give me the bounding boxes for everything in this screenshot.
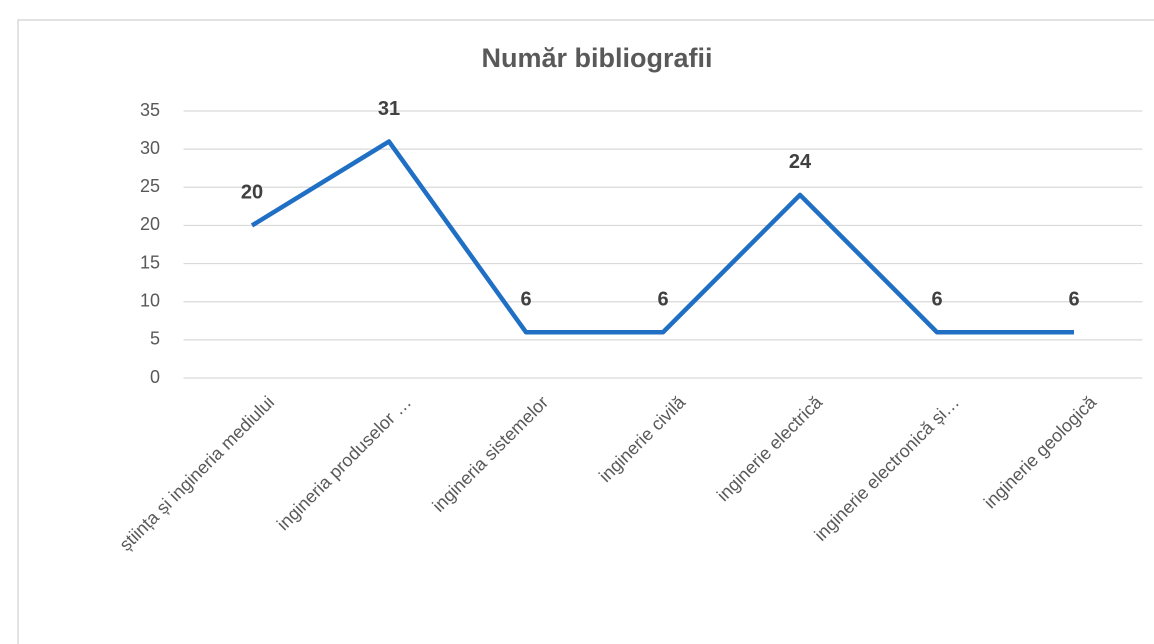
data-line [250,139,1074,335]
y-tick-label: 20 [140,214,160,234]
y-tick-label: 15 [140,252,160,272]
y-tick-label: 5 [150,329,160,349]
y-tick-label: 0 [150,367,160,387]
data-label: 31 [378,98,400,120]
y-tick-label: 30 [140,138,160,158]
data-label: 6 [520,289,531,311]
y-tick-label: 10 [140,290,160,310]
data-label: 6 [1068,289,1079,311]
data-label: 20 [241,182,263,204]
data-label: 6 [657,289,668,311]
y-tick-label: 35 [140,100,160,120]
data-label: 6 [931,289,942,311]
y-tick-label: 25 [140,176,160,196]
chart-title: Număr bibliografii [481,43,712,73]
data-label: 24 [789,151,812,173]
